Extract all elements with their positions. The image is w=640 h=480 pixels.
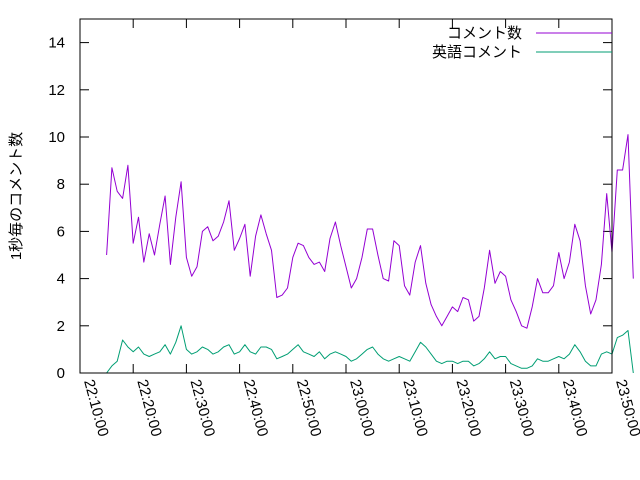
x-tick-label: 22:20:00 [133, 378, 165, 439]
x-axis: 22:10:00 22:20:00 22:30:00 22:40:00 22:50:00… [79, 19, 640, 439]
series-line-1 [106, 134, 634, 329]
x-tick-label: 23:50:00 [612, 378, 640, 439]
x-tick-label: 22:10:00 [80, 378, 112, 439]
x-tick-label: 23:20:00 [453, 378, 485, 439]
x-tick-label: 22:40:00 [240, 378, 272, 439]
x-tick-label: 23:30:00 [506, 378, 538, 439]
y-tick-label: 0 [57, 365, 65, 382]
x-tick-label: 23:10:00 [399, 378, 431, 439]
y-tick-label: 4 [57, 271, 65, 288]
legend-label: コメント数 [447, 25, 522, 42]
x-tick-label: 23:40:00 [559, 378, 591, 439]
x-tick-label: 22:50:00 [293, 378, 325, 439]
x-tick-label: 22:30:00 [187, 378, 219, 439]
plot-frame [79, 18, 613, 374]
y-axis: 0 2 4 6 8 10 12 14 [48, 35, 612, 382]
y-tick-label: 12 [48, 82, 65, 99]
y-axis-label: 1秒毎のコメント数 [8, 132, 25, 260]
legend-label: 英語コメント [432, 43, 522, 61]
series-line-2 [106, 325, 634, 374]
y-tick-label: 2 [57, 318, 65, 335]
y-tick-label: 8 [57, 176, 65, 193]
plot-area [106, 134, 634, 374]
x-tick-label: 23:00:00 [346, 378, 378, 439]
y-tick-label: 14 [48, 35, 65, 52]
y-tick-label: 6 [57, 223, 65, 240]
y-tick-label: 10 [48, 129, 65, 146]
